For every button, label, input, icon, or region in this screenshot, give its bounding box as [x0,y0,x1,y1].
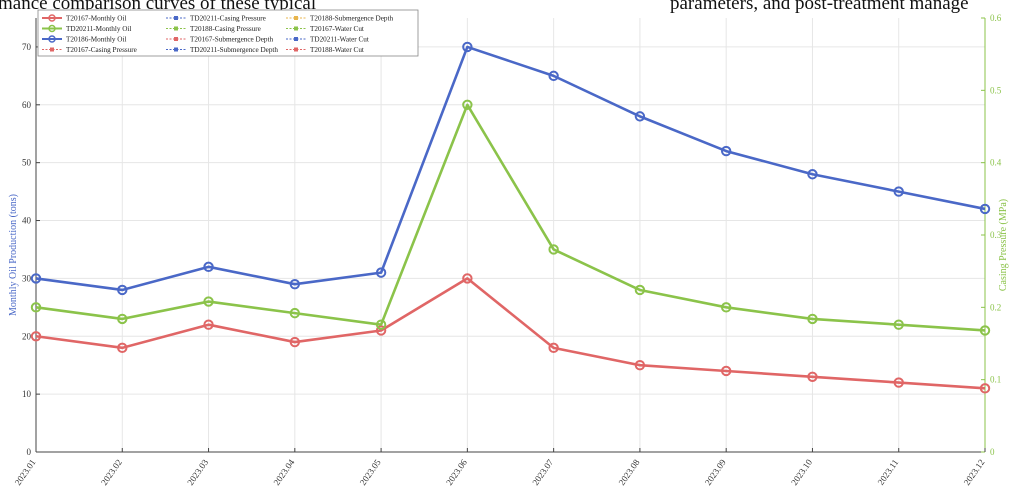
data-point [634,284,646,296]
data-point [289,336,301,348]
x-tick-label: 2023.02 [99,457,124,487]
series-line [35,45,986,292]
data-point [548,342,559,354]
legend-label: TD20211-Water Cut [310,36,369,44]
legend-label: T20186-Monthly Oil [66,36,127,44]
legend-label: TD20211-Submergence Depth [190,46,278,54]
data-point [30,302,42,313]
data-point [289,307,301,319]
data-point [375,267,387,278]
y-tick-label-left: 60 [22,100,32,110]
data-point [893,186,904,197]
data-point [117,313,128,325]
data-point [462,41,473,53]
legend-marker [174,47,178,52]
legend-label: T20188-Submergence Depth [310,15,394,23]
legend-label: T20167-Monthly Oil [66,15,127,23]
data-point [375,319,387,330]
y-tick-label-left: 40 [22,216,32,226]
x-tick-label: 2023.10 [789,457,814,487]
legend-label: T20188-Casing Pressure [190,25,261,33]
data-point [117,342,128,354]
data-point [548,70,559,82]
legend-marker [48,24,56,33]
data-point [203,296,214,307]
y-tick-label-right: 0.1 [990,375,1001,385]
data-point [203,261,214,273]
x-tick-label: 2023.05 [358,457,383,487]
y-tick-label-right: 0.2 [990,302,1001,312]
x-tick-label: 2023.06 [444,457,469,487]
data-point [720,365,732,377]
data-point [548,244,559,255]
y-tick-label-right: 0 [990,447,995,457]
y-tick-label-left: 30 [22,273,32,283]
series-line [35,103,986,332]
y-axis-label-left: Monthly Oil Production (tons) [8,194,19,316]
legend-label: T20167-Water Cut [310,25,364,33]
data-point [462,99,473,111]
legend-label: T20167-Casing Pressure [66,46,137,54]
x-tick-label: 2023.01 [13,457,38,487]
data-point [807,313,818,325]
legend-marker [174,37,178,41]
y-axis-label-right: Casing Pressure (MPa) [998,199,1009,291]
x-tick-label: 2023.03 [185,457,210,487]
y-tick-label-right: 0.3 [990,230,1002,240]
x-tick-label: 2023.12 [962,457,987,487]
legend-marker [48,35,56,43]
x-tick-label: 2023.09 [703,457,728,487]
legend-marker [48,14,56,22]
data-point [720,302,732,313]
y-tick-label-left: 70 [22,42,32,52]
data-point [979,383,991,394]
legend-marker [294,47,298,52]
data-point [117,284,128,296]
x-tick-label: 2023.11 [876,457,901,486]
data-point [462,273,473,284]
y-tick-label-left: 0 [27,447,32,457]
y-tick-label-left: 10 [22,389,32,399]
data-point [807,371,818,382]
legend-label: T20167-Submergence Depth [190,36,274,44]
legend-marker [174,26,178,31]
data-point [979,325,991,336]
data-point [720,145,732,157]
header-text-right: parameters, and post-treatment manage [670,0,969,14]
data-point [203,319,214,330]
legend-marker [294,37,298,41]
data-point [807,169,818,180]
x-tick-label: 2023.04 [271,457,296,487]
legend-box [37,9,419,57]
data-point [30,273,42,284]
legend-marker [50,47,54,52]
legend-marker [294,16,298,20]
y-tick-label-right: 0.6 [990,13,1002,23]
x-tick-label: 2023.07 [530,457,555,487]
data-point [375,325,387,336]
series-line [35,277,986,390]
data-point [30,331,42,342]
legend-label: TD20211-Monthly Oil [66,25,131,33]
y-tick-label-right: 0.4 [990,158,1002,168]
data-point [634,111,646,122]
legend-marker [174,16,178,20]
x-tick-label: 2023.08 [617,457,642,487]
data-point [893,319,904,330]
data-point [979,203,991,215]
y-tick-label-right: 0.5 [990,85,1002,95]
data-point [893,377,904,388]
data-point [634,360,646,371]
data-point [289,278,301,290]
legend-label: T20188-Water Cut [310,46,364,54]
legend-label: TD20211-Casing Pressure [190,15,266,23]
y-tick-label-left: 50 [22,158,32,168]
legend-marker [294,26,298,31]
y-tick-label-left: 20 [22,331,32,341]
